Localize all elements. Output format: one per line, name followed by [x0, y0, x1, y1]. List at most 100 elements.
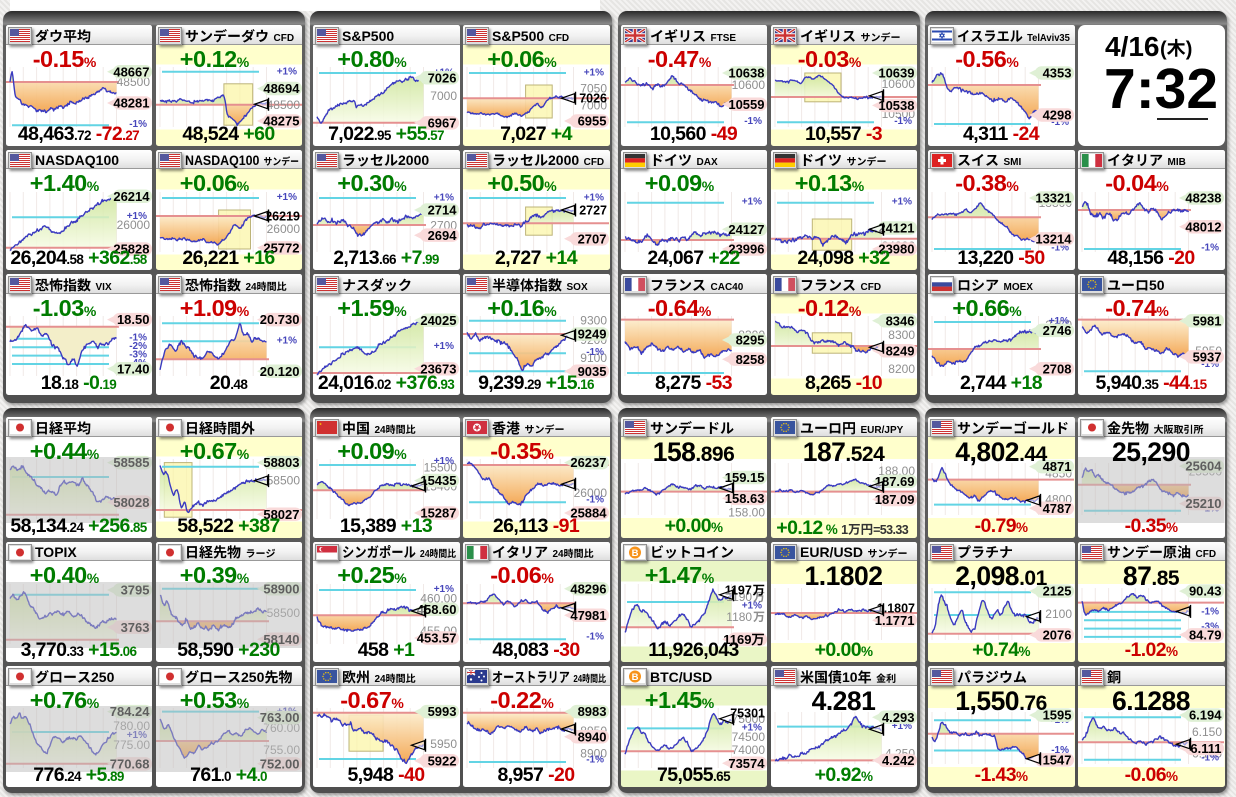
svg-text:+1%: +1%	[434, 192, 454, 203]
svg-text:2000: 2000	[548, 152, 579, 168]
svg-text:6.150: 6.150	[1192, 725, 1222, 739]
svg-text:1180: 1180	[726, 610, 752, 624]
svg-text:+1%: +1%	[584, 68, 604, 79]
svg-text:CFD: CFD	[860, 282, 881, 293]
svg-text:2714: 2714	[428, 202, 458, 217]
svg-text:-1%: -1%	[1051, 745, 1069, 756]
svg-text:453.57: 453.57	[417, 630, 457, 645]
svg-text:4/16: 4/16	[1105, 31, 1160, 62]
svg-text:48238: 48238	[1185, 190, 1221, 205]
svg-text:+1%: +1%	[126, 210, 146, 221]
svg-text:6.111: 6.111	[1190, 741, 1221, 756]
svg-text:48667: 48667	[113, 64, 149, 79]
svg-text:+1%: +1%	[891, 196, 911, 207]
svg-text:159.15: 159.15	[724, 470, 764, 485]
svg-text:2727: 2727	[579, 203, 607, 217]
svg-text:(: (	[1160, 39, 1167, 61]
svg-text:10538: 10538	[878, 98, 914, 113]
svg-text:8983: 8983	[578, 704, 607, 719]
svg-text:+1%: +1%	[741, 723, 761, 734]
svg-text:75301: 75301	[730, 706, 765, 720]
svg-text:2694: 2694	[428, 227, 458, 242]
svg-text:26000: 26000	[574, 486, 608, 500]
svg-text:250: 250	[91, 669, 115, 685]
svg-text:4.293: 4.293	[881, 710, 914, 725]
svg-text:23980: 23980	[878, 241, 914, 256]
svg-text:2076: 2076	[1043, 627, 1072, 642]
svg-text:SOX: SOX	[567, 282, 588, 293]
svg-text:S&P500: S&P500	[492, 28, 544, 44]
svg-text:B: B	[631, 672, 638, 683]
svg-text:4787: 4787	[1043, 501, 1072, 516]
svg-text:+1%: +1%	[891, 721, 911, 732]
svg-text:5922: 5922	[428, 753, 457, 768]
svg-text:MIB: MIB	[1168, 157, 1186, 168]
svg-text:26000: 26000	[266, 222, 300, 236]
svg-text:-1%: -1%	[586, 495, 604, 506]
svg-text:26237: 26237	[570, 455, 606, 470]
svg-text:+1%: +1%	[584, 192, 604, 203]
svg-text:24121: 24121	[878, 220, 914, 235]
svg-text:158.00: 158.00	[728, 505, 765, 519]
svg-text:84.79: 84.79	[1189, 627, 1222, 642]
svg-text:6955: 6955	[578, 114, 607, 129]
svg-text:+1%: +1%	[276, 66, 296, 77]
svg-text:48012: 48012	[1185, 219, 1221, 234]
svg-text:4353: 4353	[1043, 66, 1072, 81]
svg-text:13321: 13321	[1035, 190, 1071, 205]
svg-text:15287: 15287	[420, 506, 456, 521]
svg-text:+1%: +1%	[434, 341, 454, 352]
svg-text:1.1807: 1.1807	[876, 601, 914, 615]
svg-text:-1%: -1%	[129, 333, 147, 344]
svg-text:23673: 23673	[420, 361, 456, 376]
svg-text:4871: 4871	[1043, 459, 1072, 474]
svg-text:9249: 9249	[578, 327, 607, 342]
svg-text:158.63: 158.63	[724, 491, 764, 506]
svg-text:24: 24	[420, 547, 430, 559]
svg-text:CFD: CFD	[549, 33, 570, 44]
svg-text:458.60: 458.60	[417, 601, 457, 616]
svg-text:48275: 48275	[263, 114, 299, 129]
svg-text:-1%: -1%	[1201, 606, 1219, 617]
svg-text:1: 1	[841, 523, 848, 537]
svg-text:2746: 2746	[1043, 323, 1072, 338]
svg-text:-1%: -1%	[894, 116, 912, 127]
svg-text:47981: 47981	[570, 607, 606, 622]
svg-text:7050: 7050	[580, 82, 607, 96]
svg-text:8900: 8900	[580, 747, 607, 761]
svg-text:+1%: +1%	[276, 192, 296, 203]
svg-text:5937: 5937	[1193, 349, 1222, 364]
svg-text:1595: 1595	[1043, 708, 1072, 723]
svg-text:15500: 15500	[424, 460, 458, 474]
svg-text:7000: 7000	[580, 98, 607, 112]
svg-text:58027: 58027	[263, 507, 299, 522]
svg-text:5981: 5981	[1193, 313, 1222, 328]
svg-text:24: 24	[573, 673, 582, 684]
svg-text:25772: 25772	[263, 240, 299, 255]
svg-text:%: %	[825, 522, 837, 537]
svg-text:-1%: -1%	[1201, 359, 1219, 370]
svg-text:DAX: DAX	[696, 157, 717, 168]
svg-text:10559: 10559	[728, 97, 764, 112]
svg-text:58803: 58803	[263, 455, 299, 470]
svg-text:6967: 6967	[428, 115, 457, 130]
svg-text:7026: 7026	[579, 92, 607, 106]
svg-text:NASDAQ100: NASDAQ100	[35, 152, 119, 168]
svg-text:90.43: 90.43	[1189, 583, 1222, 598]
svg-text:6.194: 6.194	[1189, 708, 1222, 723]
svg-text:7026: 7026	[428, 70, 457, 85]
svg-text:187.69: 187.69	[874, 474, 914, 489]
svg-text:): )	[1186, 39, 1193, 61]
svg-text:8295: 8295	[735, 333, 764, 348]
svg-text:25828: 25828	[113, 241, 149, 256]
svg-text:+1%: +1%	[276, 335, 296, 346]
svg-text:8249: 8249	[885, 343, 914, 358]
svg-text:10639: 10639	[878, 66, 914, 81]
svg-text:+1%: +1%	[1049, 316, 1069, 327]
svg-text:-1%: -1%	[129, 119, 147, 130]
svg-text:-1%: -1%	[586, 631, 604, 642]
svg-text:17.40: 17.40	[116, 361, 149, 376]
svg-text:73574: 73574	[728, 756, 765, 771]
svg-text:58500: 58500	[266, 474, 300, 488]
svg-text:8200: 8200	[888, 362, 915, 376]
